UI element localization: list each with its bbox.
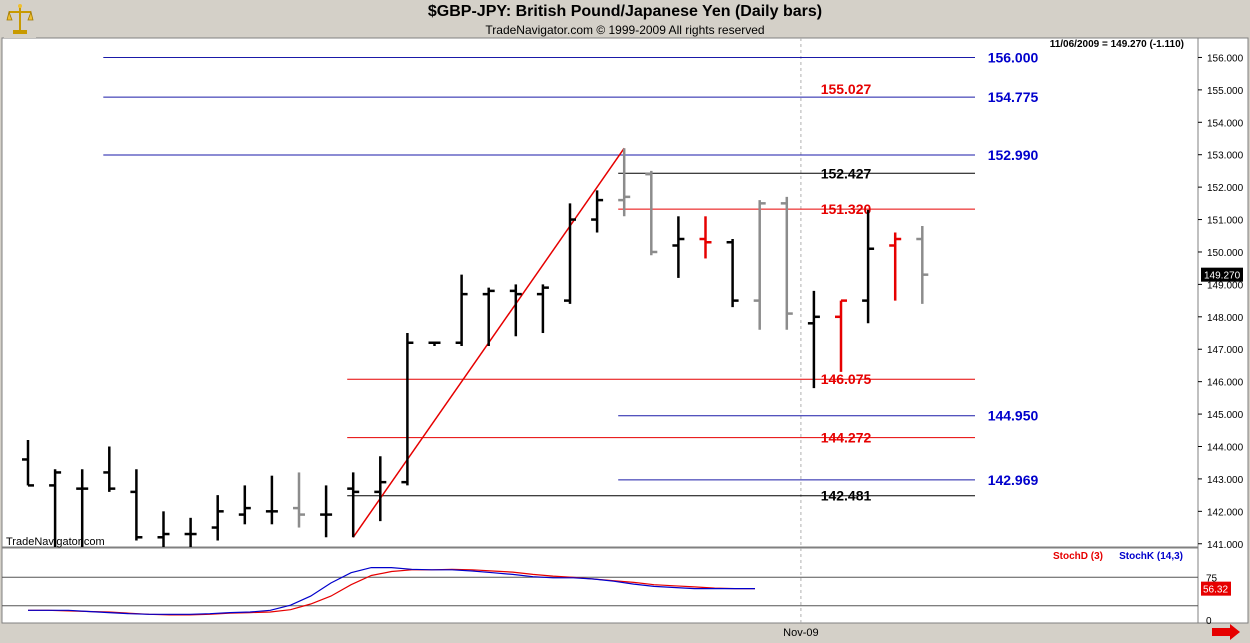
ohlc-bar [835,299,847,372]
ohlc-bar [157,511,170,547]
ohlc-bar [76,469,89,547]
ohlc-bar [347,472,360,538]
current-price-box [1201,267,1243,282]
ohlc-bar [211,495,224,541]
y-tick-label: 144.000 [1207,442,1244,453]
y-axis-panel [1197,37,1249,624]
ohlc-bar [482,287,495,346]
ohlc-bar [22,440,34,487]
ohlc-bar [536,284,549,334]
ohlc-bar [293,472,305,528]
y-tick-label: 148.000 [1207,313,1244,324]
ohlc-bar [645,170,658,256]
copyright-subtitle: TradeNavigator.com © 1999-2009 All right… [485,23,765,37]
ohlc-bar [238,485,251,525]
scroll-right-arrow-icon[interactable] [1212,624,1240,640]
level-label: 142.969 [988,472,1039,488]
y-tick-label: 154.000 [1207,118,1244,129]
stoch-y-tick-label: 75 [1206,573,1218,584]
quote-readout: 11/06/2009 = 149.270 (-1.110) [1050,39,1184,50]
ohlc-bar [862,209,875,324]
ohlc-bar [726,239,739,308]
ohlc-bar [780,196,793,330]
stoch-y-tick-label: 0 [1206,616,1212,627]
ohlc-bar [889,232,902,301]
y-tick-label: 152.000 [1207,183,1244,194]
ohlc-bar [618,148,631,217]
y-tick-label: 147.000 [1207,345,1244,356]
ohlc-bar [184,517,197,547]
chart-title: $GBP-JPY: British Pound/Japanese Yen (Da… [427,3,823,20]
ohlc-bar [699,216,712,259]
level-label: 144.950 [988,408,1039,424]
y-tick-label: 146.000 [1207,378,1244,389]
y-tick-label: 150.000 [1207,248,1244,259]
current-price-label: 149.270 [1204,271,1241,282]
y-tick-label: 141.000 [1207,540,1244,551]
ohlc-bar [374,456,387,522]
watermark-text: TradeNavigator.com [6,536,105,548]
y-tick-label: 149.000 [1207,280,1244,291]
ohlc-bar [672,216,685,278]
ohlc-bar [428,341,441,346]
y-tick-label: 155.000 [1207,86,1244,97]
stochastic-panel [1,547,1199,624]
level-label: 144.272 [821,430,872,446]
ohlc-bar [103,446,116,492]
level-label: 146.075 [821,371,872,387]
level-label: 151.320 [821,201,872,217]
y-tick-label: 145.000 [1207,410,1244,421]
scales-logo-icon [4,2,36,38]
level-label: 152.427 [821,165,872,181]
stoch-legend-label: StochK (14,3) [1119,551,1183,562]
stoch-legend-label: StochD (3) [1053,551,1103,562]
ohlc-bar [509,284,522,337]
ohlc-bar [320,485,333,538]
ohlc-bar [753,200,766,330]
ohlc-bar [265,475,278,525]
ohlc-bar [807,290,820,389]
level-label: 154.775 [988,89,1039,105]
ohlc-bar [916,226,929,304]
level-label: 142.481 [821,488,872,504]
y-tick-label: 151.000 [1207,216,1244,227]
ohlc-bar [401,333,414,486]
x-tick-label: Nov-09 [783,627,818,639]
y-tick-label: 142.000 [1207,507,1244,518]
y-tick-label: 156.000 [1207,53,1244,64]
ohlc-bar [49,469,62,547]
stoch-value-label: 56.32 [1203,585,1228,596]
level-label: 155.027 [821,81,872,97]
y-tick-label: 143.000 [1207,475,1244,486]
ohlc-bar [591,190,604,233]
stoch-series-line [28,566,755,615]
y-tick-label: 153.000 [1207,151,1244,162]
stoch-value-box [1201,581,1231,596]
price-panel [1,37,1199,548]
ohlc-bar [455,274,468,346]
level-label: 152.990 [988,147,1039,163]
level-label: 156.000 [988,49,1039,65]
ohlc-bar [130,469,143,541]
ohlc-bar [564,203,576,304]
